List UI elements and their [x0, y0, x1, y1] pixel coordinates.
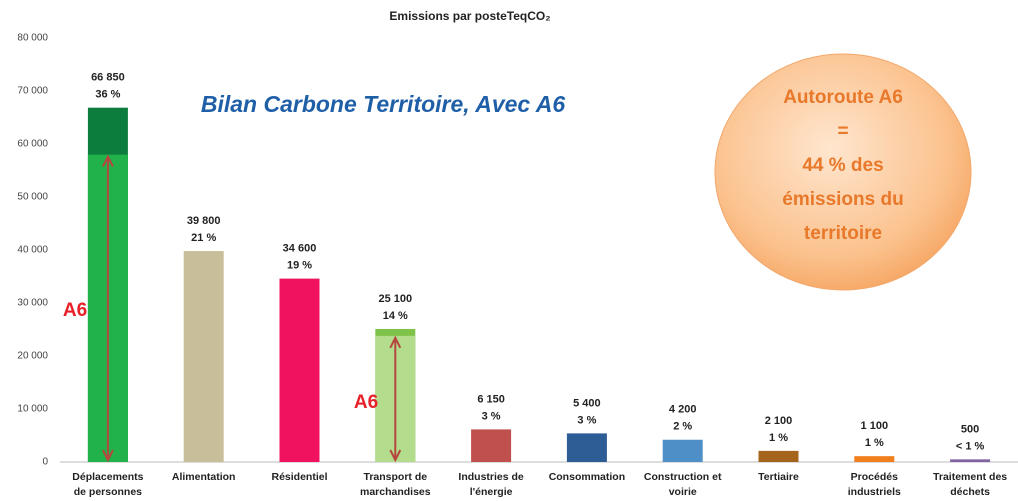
x-tick-label: industriels — [848, 486, 901, 498]
x-tick-label: l'énergie — [470, 486, 513, 498]
callout-text: émissions du — [782, 189, 903, 210]
x-tick-label: Consommation — [549, 471, 625, 483]
bar — [854, 456, 895, 462]
value-label: 34 600 — [283, 243, 317, 255]
callout-bubble — [714, 53, 972, 291]
value-label: 66 850 — [91, 72, 125, 84]
share-label: 19 % — [287, 260, 312, 272]
arrow-head — [389, 449, 402, 463]
a6-label: A6 — [354, 392, 378, 413]
x-tick-label: marchandises — [360, 486, 431, 498]
x-tick-label: Déplacements — [72, 471, 143, 483]
share-label: 36 % — [95, 89, 120, 101]
y-tick-label: 70 000 — [17, 86, 48, 97]
x-tick-label: Transport de — [363, 471, 427, 483]
bar — [183, 251, 224, 462]
share-label: 2 % — [673, 421, 692, 433]
share-label: 3 % — [577, 414, 596, 426]
callout-text: Autoroute A6 — [783, 87, 903, 108]
y-tick-label: 20 000 — [17, 351, 48, 362]
x-tick-label: Industries de — [458, 471, 524, 483]
callout-text: 44 % des — [802, 155, 883, 176]
x-tick-label: Tertiaire — [758, 471, 799, 483]
y-tick-label: 30 000 — [17, 298, 48, 309]
x-tick-label: Traitement des — [933, 471, 1007, 483]
bar — [566, 433, 607, 462]
y-tick-label: 50 000 — [17, 192, 48, 203]
arrow-head — [389, 335, 402, 349]
callout-text: territoire — [804, 223, 882, 244]
value-label: 39 800 — [187, 215, 221, 227]
bar — [471, 429, 512, 462]
x-tick-label: Résidentiel — [271, 471, 327, 483]
x-tick-label: déchets — [950, 486, 990, 498]
bar — [662, 439, 703, 462]
value-label: 5 400 — [573, 397, 601, 409]
bar — [758, 450, 799, 462]
x-tick-label: de personnes — [74, 486, 142, 498]
share-label: 14 % — [383, 310, 408, 322]
share-label: 1 % — [769, 432, 788, 444]
callout-text: = — [837, 121, 848, 142]
x-tick-label: voirie — [669, 486, 697, 498]
value-label: 2 100 — [765, 415, 793, 427]
y-tick-label: 60 000 — [17, 139, 48, 150]
x-tick-label: Alimentation — [172, 471, 236, 483]
value-label: 25 100 — [378, 293, 412, 305]
x-tick-label: Construction et — [644, 471, 722, 483]
x-tick-label: Procédés — [851, 471, 898, 483]
bar — [279, 278, 320, 462]
share-label: 21 % — [191, 232, 216, 244]
value-label: 1 100 — [861, 420, 889, 432]
share-label: < 1 % — [956, 440, 985, 452]
annotation: Bilan Carbone Territoire, Avec A6 — [201, 91, 565, 117]
chart-title: Emissions par posteTeqCO₂ — [389, 9, 550, 23]
y-tick-label: 10 000 — [17, 404, 48, 415]
value-label: 6 150 — [477, 393, 505, 405]
y-tick-label: 80 000 — [17, 33, 48, 44]
y-tick-label: 40 000 — [17, 245, 48, 256]
y-tick-label: 0 — [42, 457, 48, 468]
a6-label: A6 — [63, 300, 87, 321]
share-label: 3 % — [482, 410, 501, 422]
arrow-head — [102, 154, 114, 168]
value-label: 4 200 — [669, 404, 697, 416]
value-label: 500 — [961, 423, 979, 435]
arrow-head — [102, 449, 114, 463]
bar — [950, 459, 991, 462]
share-label: 1 % — [865, 437, 884, 449]
